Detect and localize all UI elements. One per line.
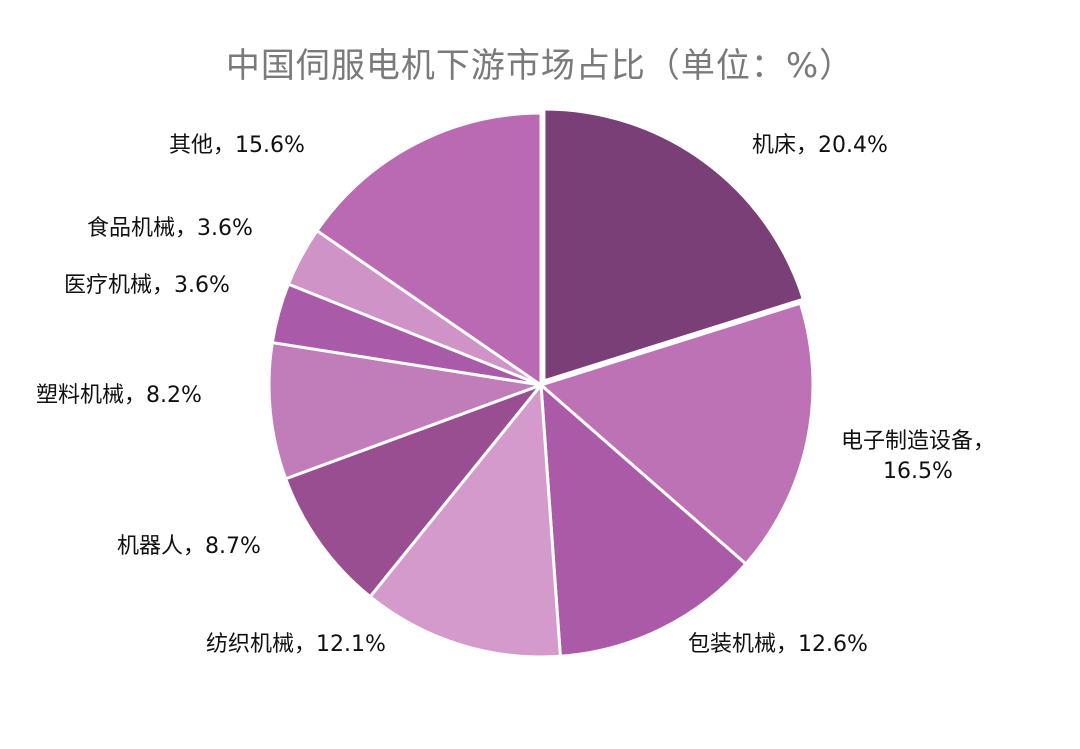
pie-slice-0 [542,107,805,383]
slice-label-text: 机器人，8.7% [117,534,261,559]
slice-label: 电子制造设备， 16.5% [818,427,1018,487]
pie-slice-8 [315,111,543,387]
slice-label: 其他，15.6% [169,131,305,161]
slice-label-value: 16.5% [883,459,953,484]
pie-slice-3 [368,383,562,659]
slice-label-text: 电子制造设备， [840,429,995,454]
slice-label-text: 包装机械，12.6% [688,632,868,657]
slice-label-text: 塑料机械，8.2% [36,383,202,408]
slice-label: 食品机械，3.6% [87,214,253,244]
slice-label-text: 食品机械，3.6% [87,216,253,241]
pie-slice-5 [267,341,543,481]
slice-label-text: 纺织机械，12.1% [206,632,386,657]
pie-slices [267,107,815,659]
slice-label: 纺织机械，12.1% [206,630,386,660]
slice-label: 塑料机械，8.2% [36,381,202,411]
chart-title: 中国伺服电机下游市场占比（单位：%） [225,46,855,86]
slice-label: 包装机械，12.6% [688,630,868,660]
slice-label: 机器人，8.7% [117,532,261,562]
slice-label-text: 机床，20.4% [752,133,888,158]
pie-slice-1 [539,301,815,566]
slice-label-text: 其他，15.6% [169,133,305,158]
slice-label-text: 医疗机械，3.6% [64,273,230,298]
slice-label: 机床，20.4% [752,131,888,161]
slice-label: 医疗机械，3.6% [64,271,230,301]
pie-slice-4 [284,383,543,599]
pie-slice-2 [539,383,748,658]
